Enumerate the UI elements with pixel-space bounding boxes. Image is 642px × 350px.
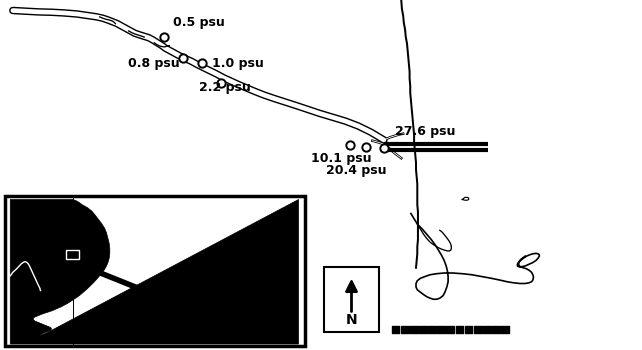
Bar xyxy=(324,267,379,332)
Bar xyxy=(66,250,79,259)
Text: 0.8 psu: 0.8 psu xyxy=(128,56,180,70)
Text: 1.0 psu: 1.0 psu xyxy=(212,56,264,70)
Text: N: N xyxy=(345,313,358,327)
Text: 0.5 psu: 0.5 psu xyxy=(173,16,225,29)
Bar xyxy=(5,196,305,346)
Polygon shape xyxy=(10,199,299,344)
Text: 2.2 psu: 2.2 psu xyxy=(199,81,251,94)
Text: 27.6 psu: 27.6 psu xyxy=(395,125,455,138)
Text: 20.4 psu: 20.4 psu xyxy=(326,164,386,177)
Text: 10.1 psu: 10.1 psu xyxy=(311,152,372,165)
